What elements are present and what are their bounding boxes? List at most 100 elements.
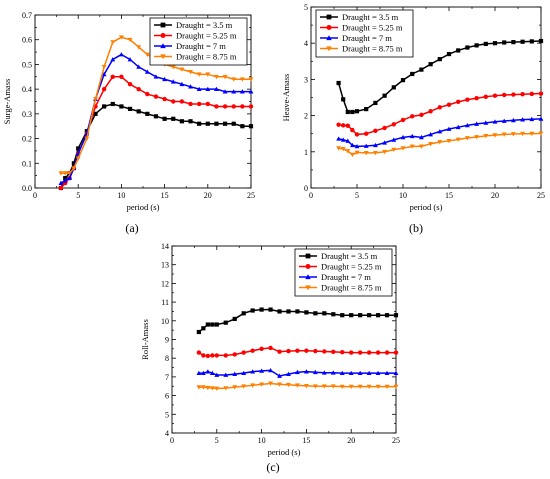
data-point xyxy=(428,62,433,67)
data-point xyxy=(240,124,245,129)
data-point xyxy=(375,350,381,355)
x-tick-label: 10 xyxy=(399,191,407,200)
data-point xyxy=(171,99,176,104)
data-point xyxy=(375,370,381,376)
data-point xyxy=(144,52,150,57)
data-point xyxy=(286,348,291,354)
data-point xyxy=(250,369,256,374)
data-point xyxy=(364,106,369,112)
data-point xyxy=(222,121,228,126)
data-point xyxy=(232,385,238,390)
data-point xyxy=(214,74,219,80)
data-point xyxy=(345,123,351,128)
data-point xyxy=(214,86,219,92)
y-tick-label: 0.7 xyxy=(22,11,32,20)
data-point xyxy=(196,350,202,355)
data-point xyxy=(304,310,309,315)
legend-marker xyxy=(305,253,311,259)
data-point xyxy=(232,352,237,357)
data-point xyxy=(259,368,265,373)
y-tick-label: 2 xyxy=(304,112,308,121)
data-point xyxy=(400,117,406,123)
data-point xyxy=(196,72,202,77)
legend-entry: Draught = 8.75 m xyxy=(299,283,382,293)
y-tick-label: 0.2 xyxy=(22,135,32,144)
legend-marker xyxy=(160,32,166,39)
data-point xyxy=(58,171,64,176)
data-point xyxy=(538,116,544,121)
data-point xyxy=(529,91,535,97)
data-point xyxy=(384,384,390,390)
data-point xyxy=(393,350,399,355)
data-point xyxy=(354,109,360,114)
data-point xyxy=(321,384,327,389)
data-point xyxy=(348,384,354,390)
data-point xyxy=(210,353,215,358)
data-point xyxy=(357,384,363,390)
legend-entry: Draught = 7 m xyxy=(320,33,392,43)
data-point xyxy=(58,180,64,185)
data-point xyxy=(250,348,255,353)
legend-marker xyxy=(160,22,166,28)
data-point xyxy=(384,350,390,355)
data-point xyxy=(358,313,363,318)
data-point xyxy=(400,134,406,140)
data-point xyxy=(520,92,525,97)
data-point xyxy=(71,161,76,166)
series-line-1 xyxy=(336,38,544,115)
data-point xyxy=(145,111,150,116)
y-tick-label: 0.1 xyxy=(22,159,32,168)
data-point xyxy=(446,126,452,131)
data-point xyxy=(209,386,215,391)
data-point xyxy=(418,134,424,140)
data-point xyxy=(188,84,193,89)
data-point xyxy=(197,121,202,126)
legend-label: Draught = 5.25 m xyxy=(321,262,382,272)
x-tick-label: 5 xyxy=(76,191,80,200)
data-point xyxy=(349,313,354,318)
series-line-3 xyxy=(196,367,399,378)
data-point xyxy=(382,140,388,145)
data-point xyxy=(223,320,228,325)
data-point xyxy=(71,166,77,171)
data-point xyxy=(464,122,470,128)
data-point xyxy=(241,370,247,376)
series-line-4 xyxy=(196,381,399,391)
data-point xyxy=(339,370,345,376)
data-point xyxy=(340,137,346,142)
legend-label: Draught = 3.5 m xyxy=(342,12,399,22)
data-point xyxy=(268,345,273,351)
data-point xyxy=(409,114,415,119)
data-point xyxy=(538,131,544,136)
data-point xyxy=(214,372,220,377)
data-point xyxy=(153,114,159,119)
y-tick-label: 13 xyxy=(161,261,169,270)
data-point xyxy=(322,311,327,316)
data-point xyxy=(136,45,142,50)
data-point xyxy=(110,57,116,62)
data-point xyxy=(201,326,206,331)
data-point xyxy=(382,93,387,98)
data-point xyxy=(223,372,229,377)
data-point xyxy=(259,382,265,387)
data-point xyxy=(538,38,544,44)
data-point xyxy=(483,94,489,99)
data-point xyxy=(295,348,300,353)
data-point xyxy=(363,131,369,136)
data-point xyxy=(474,135,480,140)
data-point xyxy=(201,353,206,358)
y-tick-label: 0.0 xyxy=(22,184,32,193)
legend-label: Draught = 7 m xyxy=(342,33,392,43)
data-point xyxy=(363,143,369,148)
data-point xyxy=(153,94,159,99)
data-point xyxy=(373,128,378,134)
data-point xyxy=(223,386,229,391)
legend-entry: Draught = 5.25 m xyxy=(320,23,403,33)
data-point xyxy=(391,147,397,153)
y-tick-label: 0 xyxy=(304,184,308,193)
data-point xyxy=(366,350,372,355)
data-point xyxy=(63,176,68,181)
data-point xyxy=(322,349,327,354)
data-point xyxy=(336,146,342,151)
